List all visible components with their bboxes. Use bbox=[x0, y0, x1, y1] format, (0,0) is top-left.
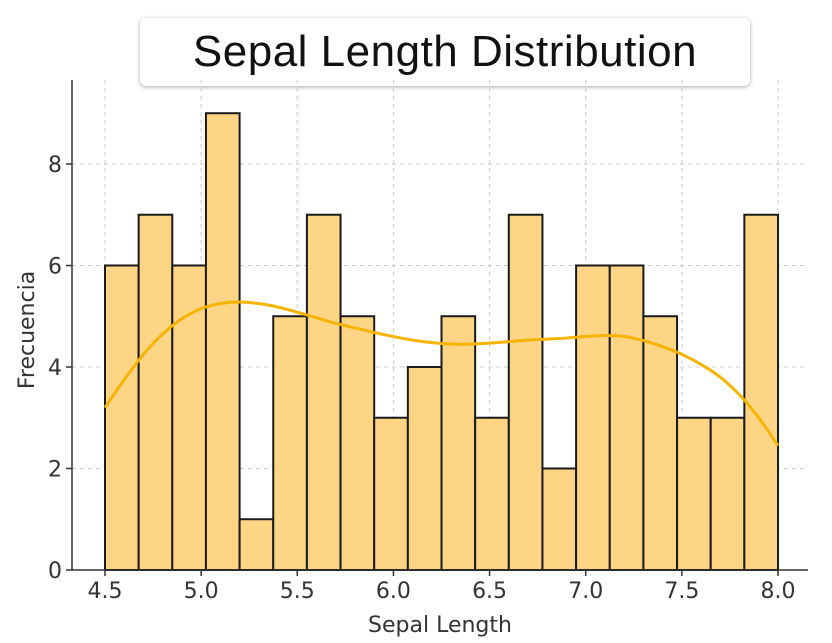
chart-title: Sepal Length Distribution bbox=[192, 27, 698, 76]
histogram-bar bbox=[305, 213, 342, 572]
x-tick-label: 4.5 bbox=[88, 579, 123, 604]
histogram-bar bbox=[709, 416, 746, 572]
x-tick-label: 6.0 bbox=[376, 579, 411, 604]
x-tick-label: 5.0 bbox=[184, 579, 219, 604]
histogram-bar bbox=[104, 264, 140, 571]
histogram-bar bbox=[474, 416, 510, 572]
y-axis-label: Frecuencia bbox=[15, 271, 40, 389]
histogram-bar bbox=[676, 416, 712, 572]
x-tick-label: 6.5 bbox=[472, 579, 507, 604]
histogram-bar bbox=[339, 315, 376, 572]
histogram-bar bbox=[642, 315, 679, 572]
histogram-bar bbox=[406, 365, 443, 572]
x-tick-label: 7.0 bbox=[568, 579, 603, 604]
x-axis-label: Sepal Length bbox=[368, 613, 512, 638]
histogram-bar bbox=[272, 315, 308, 572]
y-tick-label: 0 bbox=[48, 559, 62, 584]
histogram-bar bbox=[373, 416, 409, 572]
y-tick-label: 4 bbox=[48, 356, 62, 381]
y-tick-label: 6 bbox=[48, 254, 62, 279]
histogram-bar bbox=[204, 112, 241, 572]
histogram-bar bbox=[541, 467, 578, 572]
y-tick-label: 8 bbox=[48, 153, 62, 178]
y-axis-ticks: 0 2 4 6 8 bbox=[48, 153, 72, 584]
histogram-bar bbox=[743, 213, 779, 572]
histogram-bar bbox=[171, 264, 207, 571]
histogram-bar bbox=[608, 264, 645, 571]
histogram-bar bbox=[575, 264, 611, 571]
histogram-bar bbox=[440, 315, 477, 572]
kde-curve bbox=[103, 300, 780, 447]
histogram-bars bbox=[104, 112, 779, 572]
x-tick-label: 8.0 bbox=[761, 579, 796, 604]
chart-title-box: Sepal Length Distribution bbox=[140, 18, 750, 86]
histogram-bar bbox=[507, 213, 544, 572]
x-axis-ticks: 4.5 5.0 5.5 6.0 6.5 7.0 7.5 8.0 bbox=[88, 570, 796, 604]
x-tick-label: 7.5 bbox=[664, 579, 699, 604]
y-tick-label: 2 bbox=[48, 457, 62, 482]
axes bbox=[71, 80, 808, 571]
histogram-bar bbox=[137, 213, 174, 572]
histogram-bar bbox=[238, 518, 275, 572]
x-tick-label: 5.5 bbox=[280, 579, 315, 604]
